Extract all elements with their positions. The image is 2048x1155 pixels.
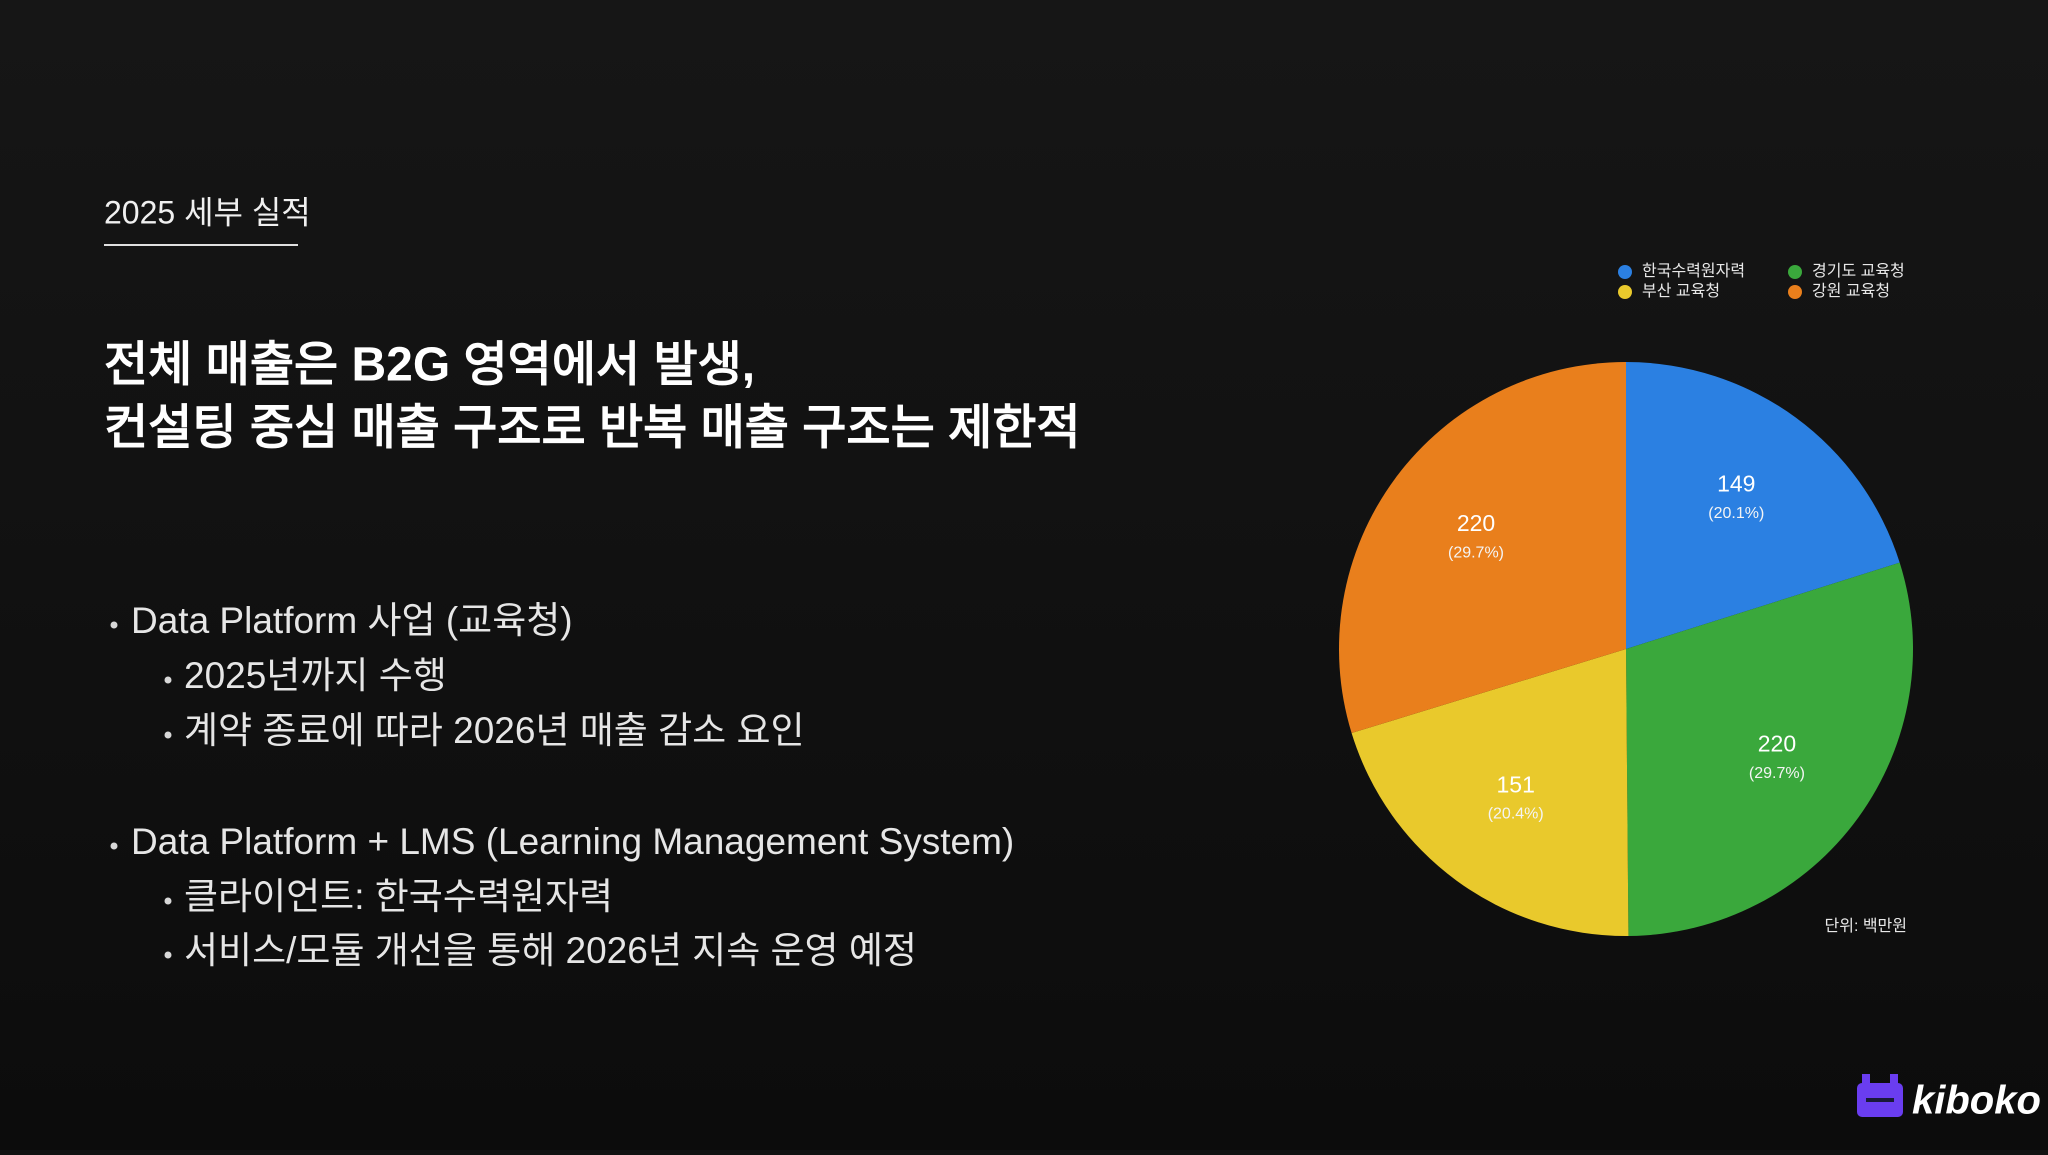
pie-slice (1626, 562, 1913, 936)
bullet-text: 클라이언트: 한국수력원자력 (184, 876, 613, 917)
bullet-dot (164, 951, 172, 959)
percent-label: (20.1%) (1708, 505, 1764, 522)
value-label: 151 (1497, 772, 1535, 798)
logo-icon (1866, 1098, 1894, 1102)
legend-swatch (1788, 265, 1802, 279)
pie-slice (1351, 649, 1629, 936)
unit-note: 단위: 백만원 (1825, 917, 1908, 935)
bullet-text: 서비스/모듈 개선을 통해 2026년 지속 운영 예정 (184, 930, 917, 971)
percent-label: (29.7%) (1749, 765, 1805, 782)
legend-label: 부산 교육청 (1642, 282, 1720, 300)
legend-swatch (1618, 265, 1632, 279)
bullet-text: Data Platform + LMS (Learning Management… (131, 821, 1014, 862)
section-label: 2025 세부 실적 (104, 194, 311, 230)
value-label: 220 (1457, 510, 1495, 536)
bullet-text: Data Platform 사업 (교육청) (131, 600, 573, 641)
bullet-dot (164, 731, 172, 739)
headline: 컨설팅 중심 매출 구조로 반복 매출 구조는 제한적 (104, 402, 1081, 455)
headline: 전체 매출은 B2G 영역에서 발생, (104, 339, 755, 392)
logo-icon (1862, 1074, 1870, 1086)
logo-icon (1890, 1074, 1898, 1086)
value-label: 149 (1717, 471, 1755, 497)
legend-label: 한국수력원자력 (1642, 262, 1745, 280)
bullet-dot (164, 897, 172, 905)
pie-chart: 149 (20.1%) 220 (29.7%) 151 (20.4%) 220 (29.7%)… (1339, 262, 1913, 936)
legend-label: 강원 교육청 (1812, 282, 1890, 300)
bullet-dot (110, 621, 118, 629)
legend-swatch (1788, 285, 1802, 299)
bullet-text: 계약 종료에 따라 2026년 매출 감소 요인 (184, 710, 805, 751)
pie-slice (1626, 362, 1900, 649)
logo: kiboko (1857, 1074, 2041, 1123)
percent-label: (20.4%) (1488, 806, 1544, 823)
bullet-dot (164, 676, 172, 684)
bullet-dot (110, 842, 118, 850)
value-label: 220 (1758, 731, 1796, 757)
legend-label: 경기도 교육청 (1812, 262, 1905, 280)
bullet-text: 2025년까지 수행 (184, 655, 447, 696)
logo-text: kiboko (1912, 1079, 2041, 1123)
pie-slice (1339, 362, 1626, 734)
percent-label: (29.7%) (1448, 544, 1504, 561)
legend-swatch (1618, 285, 1632, 299)
